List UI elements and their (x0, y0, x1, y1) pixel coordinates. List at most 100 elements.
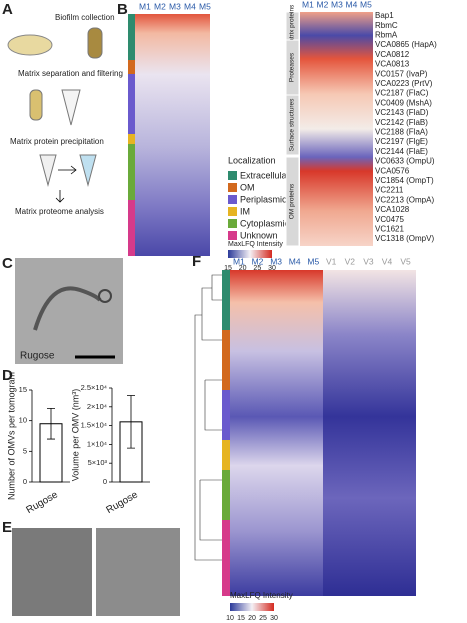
legend-swatch (228, 231, 237, 240)
panel-letter: E (2, 519, 12, 536)
x-tick-label: Rugose (104, 489, 140, 516)
protein-label: VCA0223 (PrtV) (375, 79, 433, 88)
protein-label: VC0475 (375, 215, 404, 224)
y-tick-label: 1.5×10⁴ (81, 421, 107, 430)
colorbar-tick-label: 10 (226, 615, 234, 622)
sem-image (12, 528, 92, 616)
column-header: V1 (326, 256, 337, 266)
group-label: Surface structures (289, 98, 296, 151)
localization-strip (128, 60, 135, 74)
protein-label: RbmA (375, 31, 398, 40)
column-header: M3 (331, 0, 343, 9)
protein-label: VC0633 (OmpU) (375, 157, 435, 166)
protein-label: VC2142 (FlaB) (375, 118, 428, 127)
column-header: M4 (289, 256, 301, 266)
protein-label: VC2213 (OmpA) (375, 195, 434, 204)
group-box (285, 94, 300, 156)
protein-label: VCA0576 (375, 166, 410, 175)
group-label: Proteases (289, 52, 296, 82)
localization-strip (128, 200, 135, 256)
column-header: M4 (184, 1, 196, 11)
legend-swatch (228, 171, 237, 180)
colorbar-tick-label: 25 (259, 615, 267, 622)
panel-letter: A (2, 1, 13, 18)
localization-strip (222, 520, 230, 596)
group-label: OM proteins (289, 183, 296, 219)
legend-label: OM (240, 182, 255, 192)
localization-strip (128, 134, 135, 144)
colorbar (228, 250, 272, 258)
y-tick-label: 15 (19, 385, 27, 394)
localization-strip (128, 144, 135, 200)
panel-letter: F (192, 253, 201, 270)
protein-label: VC1621 (375, 225, 404, 234)
protein-label: VC2144 (FlaE) (375, 147, 428, 156)
heatmap (230, 270, 323, 596)
legend-swatch (228, 183, 237, 192)
colorbar (230, 603, 274, 611)
protein-label: VC2143 (FlaD) (375, 108, 429, 117)
heatmap (135, 14, 210, 256)
y-tick-label: 5×10³ (88, 458, 108, 467)
localization-strip (222, 390, 230, 440)
localization-strip (222, 270, 230, 330)
column-header: M5 (199, 1, 211, 11)
legend-swatch (228, 195, 237, 204)
colorbar-tick-label: 25 (253, 265, 261, 272)
panel-letter: C (2, 255, 13, 272)
legend-swatch (228, 219, 237, 228)
y-tick-label: 5 (23, 446, 27, 455)
protein-label: VC2187 (FlaC) (375, 89, 429, 98)
colorbar-tick-label: 15 (237, 615, 245, 622)
y-axis-label: Volume per OMV (nm³) (70, 389, 80, 482)
column-header: M2 (252, 256, 264, 266)
legend-title: Localization (228, 155, 276, 165)
protein-label: VCA0812 (375, 50, 410, 59)
protein-label: VC2188 (FlaA) (375, 128, 428, 137)
protein-label: VCA0813 (375, 60, 410, 69)
y-tick-label: 2.5×10⁴ (81, 383, 107, 392)
heatmap (300, 12, 373, 246)
colorbar-title: MaxLFQ Intensity (228, 241, 283, 248)
y-tick-label: 10 (19, 416, 27, 425)
heatmap (323, 270, 416, 596)
localization-strip (222, 470, 230, 520)
colorbar-title: MaxLFQ Intensity (230, 591, 293, 600)
error-bar (127, 395, 135, 449)
localization-strip (222, 440, 230, 470)
legend-label: Cytoplasmic (240, 218, 290, 228)
step-label: Biofilm collection (55, 13, 115, 22)
column-header: M3 (270, 256, 282, 266)
group-box (285, 156, 300, 247)
column-header: M4 (346, 0, 358, 9)
y-tick-label: 0 (23, 477, 27, 486)
protein-label: RbmC (375, 21, 398, 30)
legend-swatch (228, 207, 237, 216)
colorbar-tick-label: 30 (268, 265, 276, 272)
panel-letter: B (117, 1, 128, 18)
y-tick-label: 2×10⁴ (87, 402, 107, 411)
column-header: M1 (302, 0, 314, 9)
error-bar (47, 408, 55, 440)
tomogram-image (15, 258, 123, 364)
step-label: Matrix proteome analysis (15, 207, 104, 216)
column-header: M2 (154, 1, 166, 11)
protein-label: VC2211 (375, 186, 404, 195)
image-label: Rugose (20, 351, 55, 362)
group-label: Matrix proteins (289, 4, 296, 47)
colorbar-tick-label: 15 (224, 265, 232, 272)
protein-label: VCA0865 (HapA) (375, 40, 437, 49)
colorbar-tick-label: 20 (239, 265, 247, 272)
protein-label: VC1854 (OmpT) (375, 176, 434, 185)
y-axis-label: Number of OMVs per tomogram (6, 372, 16, 500)
column-header: M5 (360, 0, 372, 9)
y-tick-label: 1×10⁴ (87, 439, 107, 448)
legend-label: Unknown (240, 230, 278, 240)
column-header: M2 (317, 0, 329, 9)
workflow-icons (7, 27, 103, 203)
localization-strip (128, 14, 135, 60)
legend-label: Extracellular (240, 170, 290, 180)
column-header: M1 (233, 256, 245, 266)
column-header: V4 (382, 256, 393, 266)
